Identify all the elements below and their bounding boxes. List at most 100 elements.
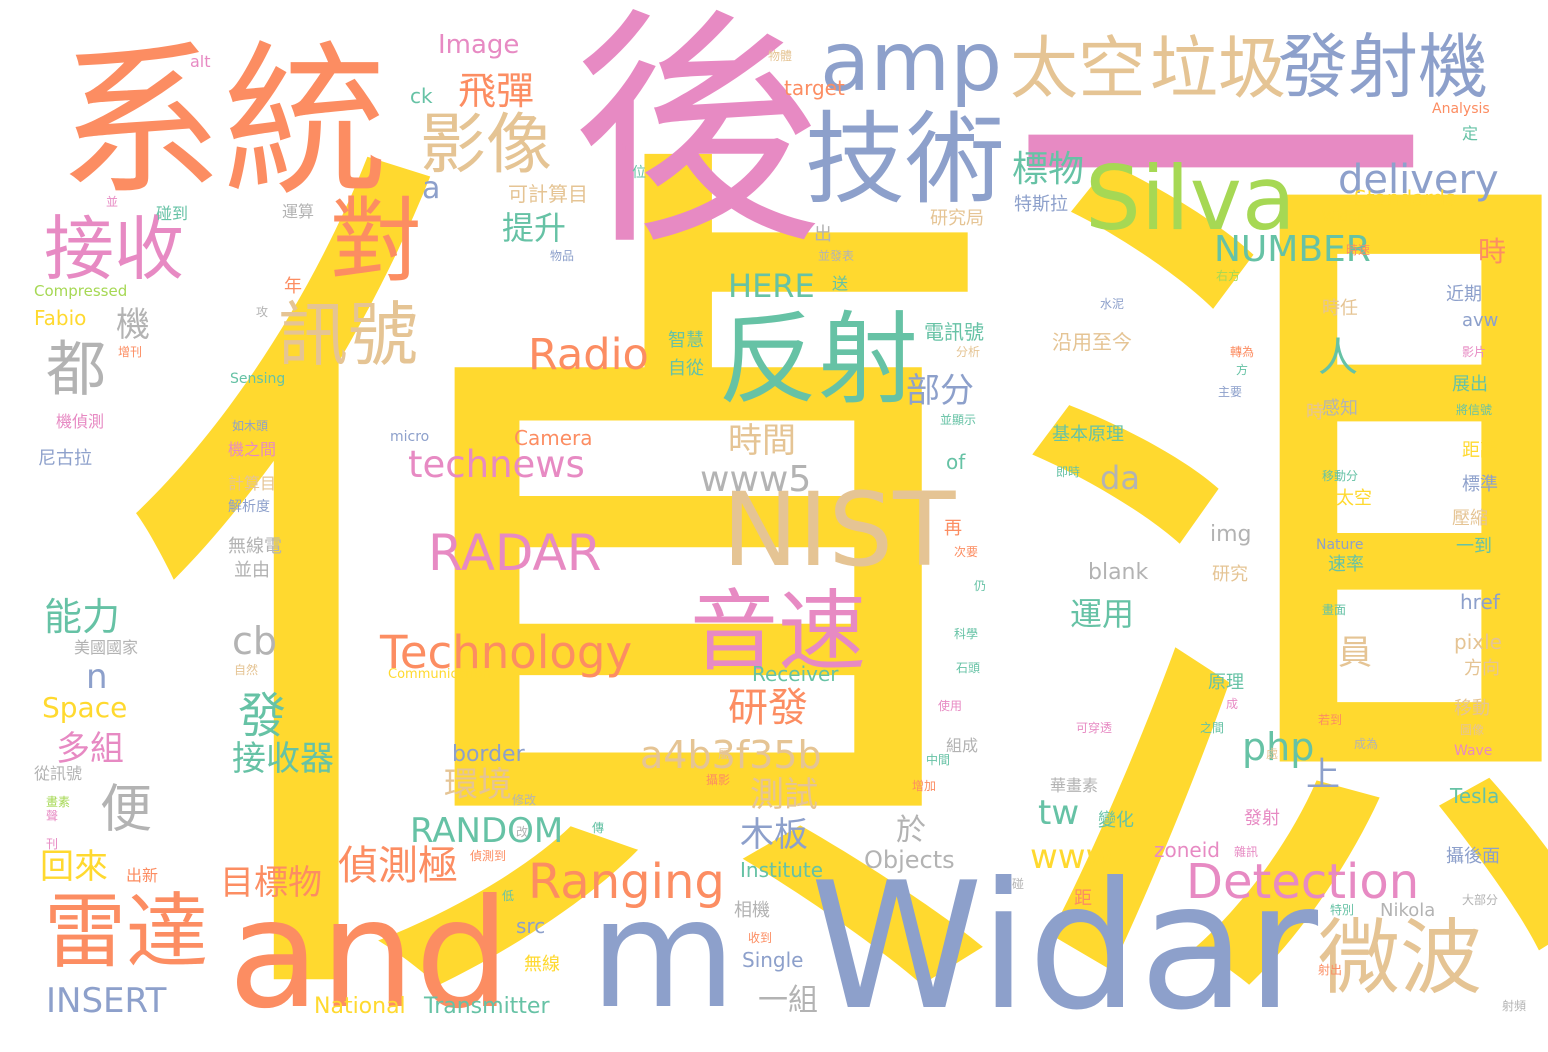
cloud-word: 美國國家 [74, 638, 139, 657]
cloud-word: 飛彈 [458, 69, 535, 113]
cloud-word: a4b3f35b [640, 733, 822, 777]
cloud-word: 碰到 [156, 204, 189, 223]
cloud-word: 如木頭 [232, 419, 269, 433]
cloud-word: pixle [1454, 630, 1502, 654]
cloud-word: 可計算目 [508, 182, 588, 206]
cloud-word: 出 [814, 224, 832, 245]
cloud-word: 多組 [56, 729, 124, 769]
cloud-word: 自然 [234, 663, 259, 677]
cloud-word: 方向 [1464, 658, 1500, 679]
cloud-word: 方 [1236, 363, 1249, 377]
cloud-word: 圖像 [1460, 723, 1485, 737]
cloud-word: 處 [1266, 747, 1279, 761]
cloud-word: 仍 [974, 579, 987, 593]
cloud-word: 一組 [758, 983, 818, 1018]
cloud-word: alt [190, 52, 211, 71]
cloud-word: 相機 [734, 900, 770, 921]
cloud-word: 物體 [768, 49, 793, 63]
cloud-word: 標物 [1012, 149, 1085, 190]
cloud-word: 年 [284, 276, 302, 297]
cloud-word: 使用 [938, 699, 963, 713]
cloud-word: Transmitter [424, 994, 550, 1019]
cloud-word: 時 [1478, 235, 1507, 268]
cloud-word: 木板 [740, 815, 808, 855]
cloud-word: 距 [1074, 888, 1092, 909]
cloud-word: 原理 [1208, 672, 1244, 693]
cloud-word: 微波 [1318, 911, 1483, 1006]
cloud-word: INSERT [46, 981, 167, 1021]
cloud-word: 偵測到 [470, 849, 507, 863]
cloud-word: 特斯拉 [1014, 194, 1068, 215]
cloud-word: 目標物 [220, 863, 322, 903]
cloud-word: zoneid [1154, 838, 1220, 862]
cloud-word: 尼古拉 [38, 448, 92, 469]
cloud-word: m [620, 139, 632, 153]
cloud-word: 移動分 [1322, 469, 1359, 483]
cloud-word: 成 [1226, 697, 1239, 711]
cloud-word: 大部分 [1462, 893, 1499, 907]
cloud-word: 若到 [1318, 713, 1343, 727]
cloud-word: 發 [238, 688, 287, 744]
cloud-word: blank [1088, 560, 1149, 585]
cloud-word: m [590, 868, 737, 1042]
cloud-word: cb [232, 619, 278, 663]
cloud-word: of [946, 450, 966, 474]
cloud-word: 攻 [256, 305, 269, 319]
cloud-word: RADAR [428, 524, 602, 582]
cloud-word: 速率 [1328, 554, 1364, 575]
cloud-word: 壓縮 [1452, 508, 1488, 529]
cloud-word: amp [820, 15, 1003, 110]
cloud-word: 無線電 [228, 536, 282, 557]
cloud-word: Detection [1186, 854, 1420, 910]
cloud-word: Widar [810, 846, 1319, 1049]
cloud-word: 系統 [58, 26, 388, 218]
cloud-word: Tesla [1450, 784, 1500, 808]
cloud-word: NUMBER [1214, 229, 1371, 270]
cloud-word: 成為 [1354, 737, 1379, 751]
cloud-word: HERE [728, 267, 815, 305]
cloud-word: 主要 [1218, 385, 1243, 399]
cloud-word: 員 [1338, 633, 1372, 673]
cloud-word: 機偵測 [56, 412, 105, 431]
cloud-word: 次要 [954, 545, 979, 559]
cloud-word: avw [1462, 310, 1499, 331]
cloud-word: 基本原理 [1052, 424, 1124, 445]
cloud-word: 石頭 [956, 661, 981, 675]
cloud-word: n [86, 657, 108, 697]
cloud-word: www5 [700, 459, 812, 500]
cloud-word: Sensing [230, 371, 286, 387]
cloud-word: technews [408, 443, 585, 486]
cloud-word: 移動 [1454, 698, 1490, 719]
cloud-word: Image [438, 30, 520, 60]
cloud-word: 技術 [805, 101, 1005, 218]
cloud-word: 水泥 [1100, 297, 1125, 311]
cloud-word: 改 [516, 825, 529, 839]
cloud-word: Ranging [528, 854, 725, 910]
cloud-word: 對 [330, 188, 423, 295]
cloud-word: 影片 [1462, 345, 1487, 359]
cloud-word: 機之間 [228, 440, 277, 459]
cloud-word: 接收器 [232, 739, 334, 779]
cloud-word: da [1100, 459, 1140, 497]
cloud-word: 之間 [1200, 721, 1225, 735]
cloud-word: www [1030, 837, 1114, 877]
cloud-word: delivery [1338, 157, 1499, 203]
cloud-word: 畫素 [46, 795, 71, 809]
cloud-word: 運算 [282, 202, 315, 221]
cloud-word: 自從 [668, 358, 704, 379]
cloud-word: Analysis [1432, 101, 1490, 117]
cloud-word: 轉為 [1230, 345, 1255, 359]
cloud-word: 便 [100, 780, 153, 840]
cloud-word: 即時 [1056, 465, 1081, 479]
cloud-word: 發射機 [1278, 26, 1488, 108]
cloud-word: Standards [1354, 186, 1456, 210]
cloud-word: 時速 [1346, 243, 1371, 257]
cloud-word: 時間 [728, 421, 796, 461]
cloud-word: 屬 [718, 747, 731, 761]
cloud-word: 傳 [592, 821, 605, 835]
cloud-word: and [228, 868, 511, 1042]
cloud-word: 標準 [1462, 474, 1498, 495]
cloud-word: Institute [740, 858, 824, 882]
cloud-word: 送 [832, 274, 849, 293]
